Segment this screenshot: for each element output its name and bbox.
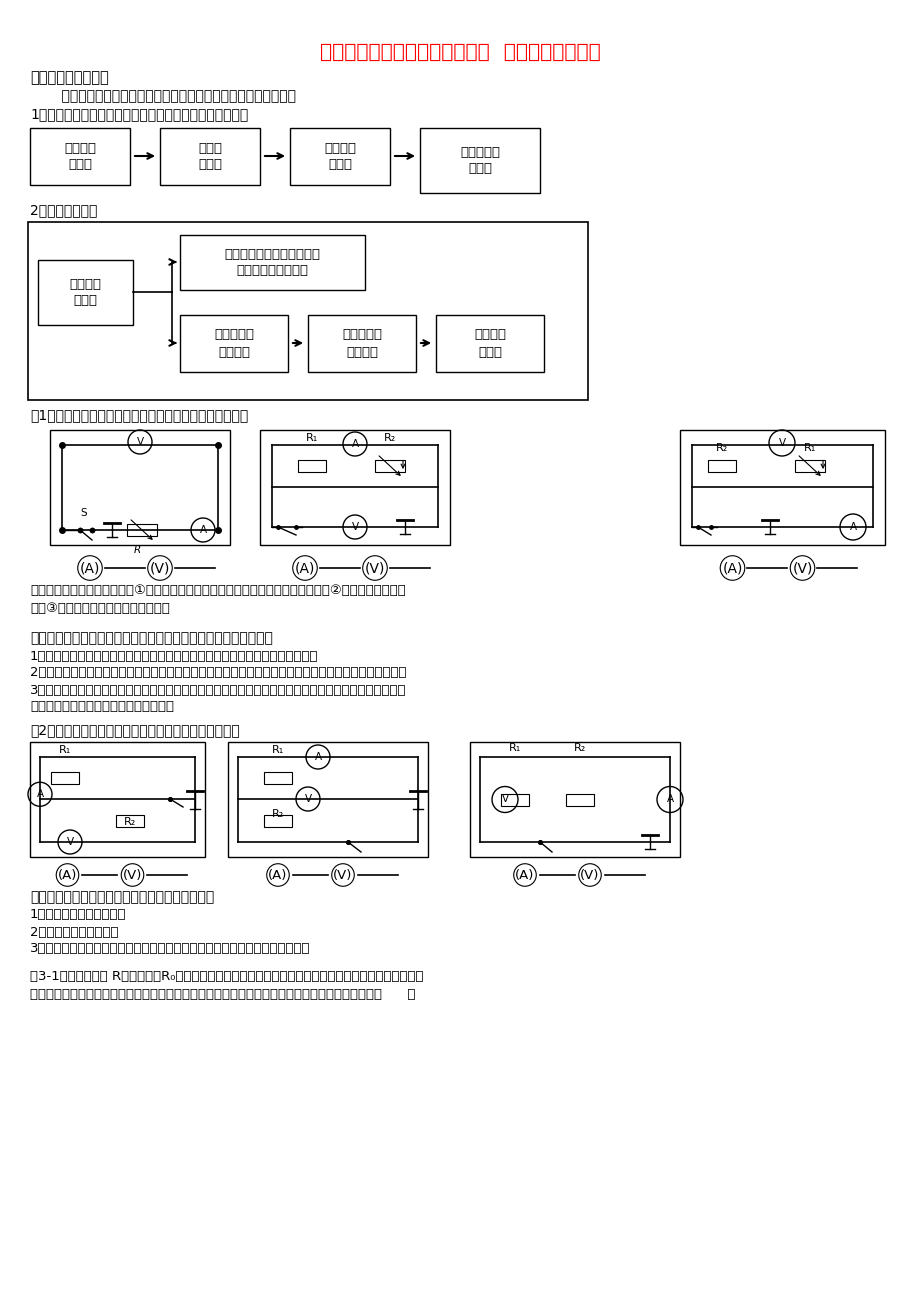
Text: V: V	[66, 837, 74, 848]
Text: 另一条支路电压、电阻和电
流都不变，不受影响: 另一条支路电压、电阻和电 流都不变，不受影响	[224, 247, 320, 277]
Text: 开关通断引起电路变化分析：①增加或减小（短路某个电阻）接入电路电阻的个数；②改变电路的连接方: 开关通断引起电路变化分析：①增加或减小（短路某个电阻）接入电路电阻的个数；②改变…	[30, 583, 405, 596]
Text: (A): (A)	[721, 561, 742, 575]
Text: (V): (V)	[365, 561, 385, 575]
Text: R₁: R₁	[508, 743, 520, 753]
Text: 干路电流
怎么变: 干路电流 怎么变	[473, 328, 505, 358]
Text: A: A	[848, 522, 856, 533]
Text: R₁: R₁	[272, 745, 284, 755]
Text: 2、明确电表测量范围。: 2、明确电表测量范围。	[30, 926, 119, 939]
Text: 例3-1、将光敏电阻 R、定值电阻R₀、电流表、电压表、开关和电源连接成如图电路。光敏电阻的阻值随光: 例3-1、将光敏电阻 R、定值电阻R₀、电流表、电压表、开关和电源连接成如图电路…	[30, 970, 423, 983]
Bar	[420, 128, 539, 193]
Bar	[264, 772, 291, 784]
Text: V: V	[501, 794, 508, 805]
Text: 例2、下列图中，当开关闭合时，各表的示数如何变化？: 例2、下列图中，当开关闭合时，各表的示数如何变化？	[30, 723, 240, 737]
Bar	[180, 234, 365, 290]
Text: (A): (A)	[294, 561, 315, 575]
Bar	[51, 772, 79, 784]
Text: (A): (A)	[58, 868, 77, 881]
Text: (V): (V)	[122, 868, 142, 881]
Bar	[470, 742, 679, 857]
Bar	[38, 260, 133, 326]
Text: R₂: R₂	[272, 809, 284, 819]
Text: 1、首先确定初始时的电路性质（串联还是并联），确定各电表测的是哪段电路。: 1、首先确定初始时的电路性质（串联还是并联），确定各电表测的是哪段电路。	[30, 650, 318, 663]
Text: (V): (V)	[580, 868, 599, 881]
Text: 1、串联电路中，电流简单，电压复杂，所以分析思路为：: 1、串联电路中，电流简单，电压复杂，所以分析思路为：	[30, 107, 248, 121]
Bar	[264, 815, 291, 827]
Text: V: V	[351, 522, 358, 533]
Text: 3、按串并联电路电流、电压的特点和欧姆定律确定电表的变化情况，看谁变了，谁没变，利用电源电压不: 3、按串并联电路电流、电压的特点和欧姆定律确定电表的变化情况，看谁变了，谁没变，…	[30, 684, 406, 697]
Text: 所在支路电
阻怎么变: 所在支路电 阻怎么变	[214, 328, 254, 358]
Text: (V): (V)	[333, 868, 352, 881]
Text: (A): (A)	[268, 868, 288, 881]
Text: R₁: R₁	[803, 443, 815, 453]
Bar	[289, 128, 390, 185]
Bar	[565, 793, 594, 806]
Bar	[308, 315, 415, 372]
Text: 所在支路电
流怎么变: 所在支路电 流怎么变	[342, 328, 381, 358]
Bar	[180, 315, 288, 372]
Text: 变、定值电阻不变等隐含条件解决问题。: 变、定值电阻不变等隐含条件解决问题。	[30, 700, 174, 713]
Text: A: A	[665, 794, 673, 805]
Text: (V): (V)	[791, 561, 811, 575]
Text: (A): (A)	[80, 561, 100, 575]
Bar	[28, 223, 587, 400]
Bar	[160, 128, 260, 185]
Text: A: A	[37, 789, 43, 799]
Bar	[794, 460, 824, 473]
Text: 照强度的增大而减小。闭合开关，逐渐增大光敏电阻的光照强度，观察电表示数的变化情况应该是（      ）: 照强度的增大而减小。闭合开关，逐渐增大光敏电阻的光照强度，观察电表示数的变化情况…	[30, 987, 415, 1000]
Text: R₁: R₁	[305, 434, 318, 443]
Text: 2、再确定电路变化后的性质（串联还是并联），确定各电表测的是哪段电路，必要时可画出等效电路图。: 2、再确定电路变化后的性质（串联还是并联），确定各电表测的是哪段电路，必要时可画…	[30, 667, 406, 680]
Bar	[708, 460, 735, 473]
Bar	[228, 742, 427, 857]
Text: R₂: R₂	[715, 443, 727, 453]
Text: 第三种类型：由传感器阻值变化引起电表示数变化: 第三种类型：由传感器阻值变化引起电表示数变化	[30, 891, 214, 904]
Text: V: V	[304, 794, 312, 805]
Text: 第二种类型：改变多个开关的闭合状态引起的电路中物理量的变化: 第二种类型：改变多个开关的闭合状态引起的电路中物理量的变化	[30, 631, 273, 644]
Text: 2、并联电路中，: 2、并联电路中，	[30, 203, 97, 217]
Bar	[127, 523, 157, 536]
Text: R₂: R₂	[124, 816, 136, 827]
Bar	[375, 460, 404, 473]
Text: (A): (A)	[515, 868, 534, 881]
Text: A: A	[351, 439, 358, 449]
Text: A: A	[314, 753, 322, 762]
Text: S: S	[81, 508, 87, 518]
Text: 电路电流
怎么变: 电路电流 怎么变	[323, 142, 356, 172]
Text: 滑片的移
动方向: 滑片的移 动方向	[64, 142, 96, 172]
Text: 3、根据外部条件判断电阻的变化情况。电阻的变化情况确定后同第一种类型。: 3、根据外部条件判断电阻的变化情况。电阻的变化情况确定后同第一种类型。	[30, 943, 311, 956]
Text: 滑片的移
动方向: 滑片的移 动方向	[70, 277, 101, 307]
Text: 广东省深圳市中考物理专题复习  动态电路分析练习: 广东省深圳市中考物理专题复习 动态电路分析练习	[319, 43, 600, 61]
Text: A: A	[199, 525, 207, 535]
Text: 一、动态电路分析：: 一、动态电路分析：	[30, 70, 108, 86]
Bar	[260, 430, 449, 546]
Bar	[116, 815, 144, 827]
Text: V: V	[136, 437, 143, 447]
Bar	[30, 128, 130, 185]
Bar	[436, 315, 543, 372]
Text: 各部分电压
怎么变: 各部分电压 怎么变	[460, 146, 499, 176]
Text: (V): (V)	[150, 561, 170, 575]
Text: 第一种类型：滑动变阻器滑片的移动引起的电路中物理量的变化: 第一种类型：滑动变阻器滑片的移动引起的电路中物理量的变化	[44, 89, 296, 103]
Text: 例1、下列图中，滑片向右移时，各表的示数变化情况是：: 例1、下列图中，滑片向右移时，各表的示数变化情况是：	[30, 408, 248, 422]
Bar	[30, 742, 205, 857]
Text: R₂: R₂	[383, 434, 396, 443]
Bar	[679, 430, 884, 546]
Text: 式；③使电表所连接的位置发生改变。: 式；③使电表所连接的位置发生改变。	[30, 602, 170, 615]
Bar	[50, 430, 230, 546]
Text: R: R	[133, 546, 141, 555]
Text: 总电阻
怎么变: 总电阻 怎么变	[198, 142, 221, 172]
Text: V: V	[777, 437, 785, 448]
Bar	[501, 793, 528, 806]
Text: R₂: R₂	[573, 743, 585, 753]
Text: 1、判断电路的连接方式。: 1、判断电路的连接方式。	[30, 909, 127, 922]
Bar	[298, 460, 325, 473]
Text: R₁: R₁	[59, 745, 71, 755]
